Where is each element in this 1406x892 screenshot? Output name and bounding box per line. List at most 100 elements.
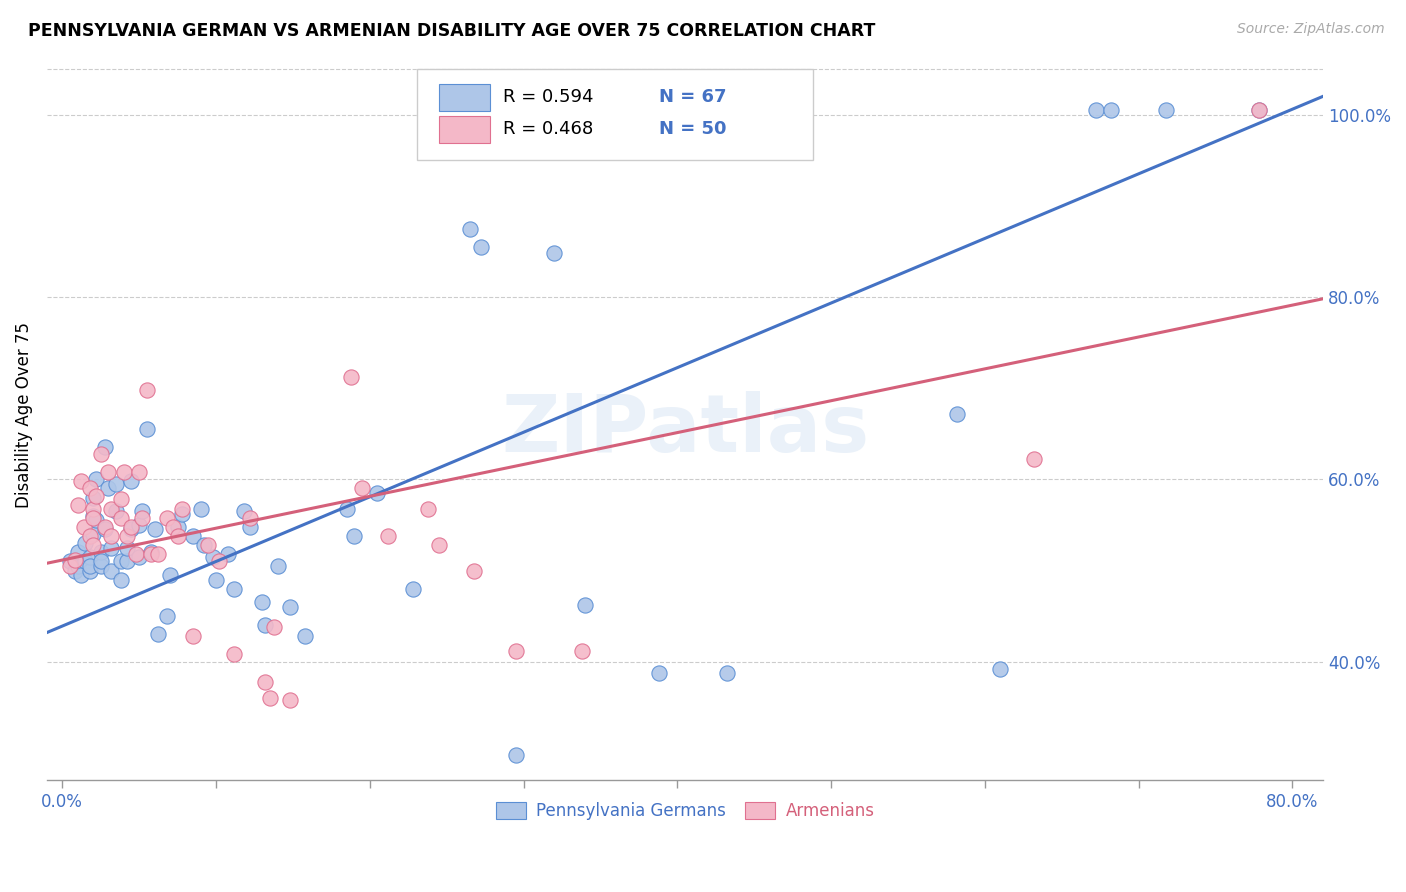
Point [141,545,163,559]
Point [266,559,288,574]
Point [278,693,301,707]
Point [208,554,231,568]
Point [263,620,285,634]
Point [110,573,132,587]
Point [205,573,228,587]
Point [190,501,212,516]
Point [120,520,142,534]
Point [294,629,316,643]
Point [172,507,194,521]
Point [110,554,132,568]
Point [239,520,262,534]
Point [82,491,104,505]
Bar [439,84,489,112]
Point [156,609,179,624]
Point [82,501,104,516]
Point [181,529,204,543]
Point [84,513,107,527]
Point [574,598,596,612]
Point [146,627,169,641]
Point [1247,103,1270,117]
Point [988,662,1011,676]
Point [181,629,204,643]
Point [143,523,166,537]
Point [377,529,399,543]
Point [120,474,142,488]
Point [135,383,157,397]
Point [97,482,120,496]
Point [232,504,254,518]
Point [79,549,101,564]
Point [250,595,273,609]
Point [224,582,246,596]
Point [79,559,101,574]
Point [105,476,128,491]
Point [100,541,122,555]
Text: N = 50: N = 50 [659,120,727,138]
Point [648,665,671,680]
Point [66,559,89,574]
Point [1022,452,1045,467]
Bar [439,116,489,144]
Point [115,554,138,568]
Point [90,554,112,568]
Point [75,536,97,550]
Point [427,538,450,552]
Point [115,529,138,543]
Point [82,510,104,524]
Point [66,498,89,512]
Point [172,501,194,516]
Y-axis label: Disability Age Over 75: Disability Age Over 75 [15,323,32,508]
Point [716,665,738,680]
Point [82,508,104,523]
Point [90,545,112,559]
Point [100,529,122,543]
Point [131,510,153,524]
Text: PENNSYLVANIA GERMAN VS ARMENIAN DISABILITY AGE OVER 75 CORRELATION CHART: PENNSYLVANIA GERMAN VS ARMENIAN DISABILI… [28,22,876,40]
Point [946,407,969,421]
Point [100,564,122,578]
Point [128,517,150,532]
Point [197,538,219,552]
Point [1084,103,1107,117]
Point [59,559,82,574]
Point [94,523,117,537]
Point [224,648,246,662]
Point [1099,103,1122,117]
Point [254,618,277,632]
Point [112,465,135,479]
Text: ZIPatlas: ZIPatlas [501,391,869,469]
Point [128,465,150,479]
Legend: Pennsylvania Germans, Armenians: Pennsylvania Germans, Armenians [489,795,882,827]
Point [571,644,593,658]
Point [278,600,301,615]
Point [259,691,281,706]
Point [336,501,359,516]
Point [343,529,366,543]
Point [193,538,215,552]
Point [217,547,239,561]
Point [115,541,138,555]
Point [84,472,107,486]
Point [75,554,97,568]
Point [156,510,179,524]
Point [125,547,148,561]
Point [90,559,112,574]
Point [79,482,101,496]
Text: Source: ZipAtlas.com: Source: ZipAtlas.com [1237,22,1385,37]
Point [128,549,150,564]
Point [90,447,112,461]
Point [94,520,117,534]
Point [120,523,142,537]
Point [110,510,132,524]
Point [1156,103,1178,117]
Point [79,529,101,543]
Point [366,486,388,500]
Point [69,568,91,582]
Point [146,547,169,561]
Point [470,240,492,254]
Point [84,489,107,503]
FancyBboxPatch shape [418,69,813,161]
Text: R = 0.468: R = 0.468 [502,120,593,138]
Point [340,370,363,384]
